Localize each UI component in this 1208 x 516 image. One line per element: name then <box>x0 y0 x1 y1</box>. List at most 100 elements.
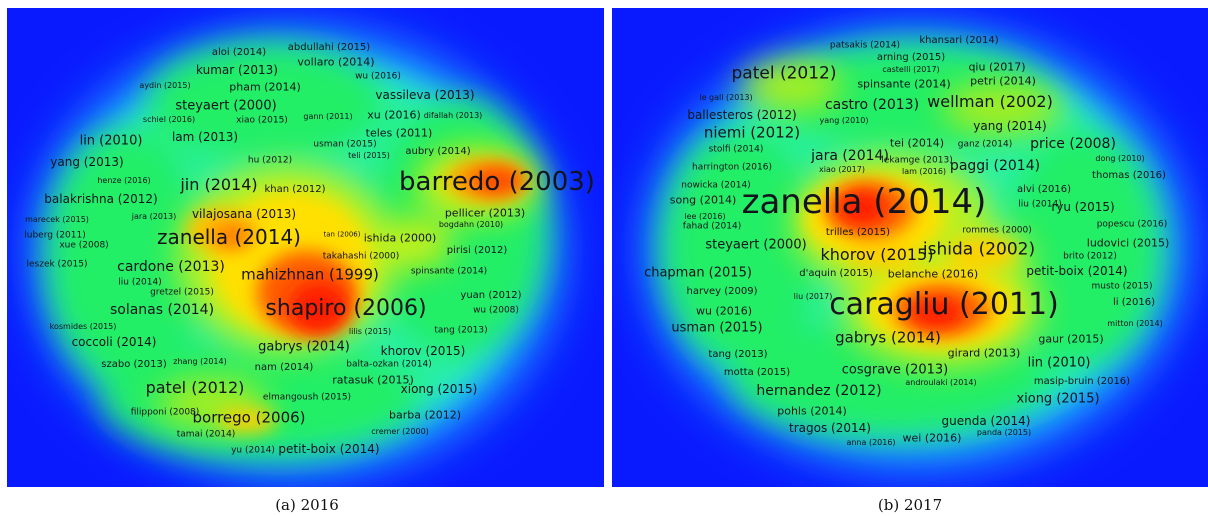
density-map-2016: abdullahi (2015) aloi (2014) vollaro (2014… <box>7 8 604 487</box>
term-label: usman (2015) <box>671 320 763 336</box>
term-label: xiong (2015) <box>1016 391 1100 407</box>
term-label: paggi (2014) <box>949 158 1041 174</box>
term-label: xu (2016) <box>367 108 421 122</box>
term-label: takahashi (2000) <box>322 251 400 262</box>
term-label: elmangoush (2015) <box>262 392 352 403</box>
term-label: rommes (2000) <box>962 225 1032 236</box>
term-label: mahizhnan (1999) <box>241 265 379 284</box>
term-label: thomas (2016) <box>1092 170 1166 181</box>
term-label: wu (2008) <box>473 305 519 316</box>
term-label: xiao (2017) <box>819 165 865 174</box>
term-label: khorov (2015) <box>820 245 934 264</box>
term-label: spinsante (2014) <box>410 266 488 277</box>
term-label: balakrishna (2012) <box>44 192 158 206</box>
term-label: vollaro (2014) <box>297 55 375 69</box>
term-label: pohls (2014) <box>777 404 847 418</box>
term-label: liu (2014) <box>1018 199 1062 210</box>
term-label: alvi (2016) <box>1016 184 1072 195</box>
term-label: khorov (2015) <box>380 344 466 358</box>
term-label: niemi (2012) <box>703 123 801 142</box>
term-label: caragliu (2011) <box>829 287 1059 322</box>
term-label: aydin (2015) <box>139 81 191 90</box>
term-label: jin (2014) <box>180 175 258 194</box>
term-label: lin (2010) <box>79 133 143 149</box>
term-label: dong (2010) <box>1095 154 1145 163</box>
term-label: balta-ozkan (2014) <box>346 359 432 370</box>
term-label: anna (2016) <box>846 438 896 447</box>
term-label: ballesteros (2012) <box>687 108 797 122</box>
term-label: ishida (2002) <box>922 239 1036 260</box>
term-label: panda (2015) <box>976 428 1032 437</box>
term-label: barredo (2003) <box>399 167 595 197</box>
term-label: kosmides (2015) <box>49 322 117 331</box>
term-label: gabrys (2014) <box>258 339 350 355</box>
term-label: harvey (2009) <box>686 286 758 297</box>
term-label: tang (2013) <box>708 349 768 360</box>
term-label: gretzel (2015) <box>150 287 214 298</box>
term-label: jara (2014) <box>811 148 889 164</box>
term-label: lam (2016) <box>901 167 947 176</box>
term-label: motta (2015) <box>723 367 791 378</box>
term-label: arning (2015) <box>876 52 946 63</box>
term-label: luberg (2011) <box>24 230 86 241</box>
term-label: hu (2012) <box>247 155 293 166</box>
term-label: abdullahi (2015) <box>287 42 371 53</box>
term-label: schiel (2016) <box>142 115 196 124</box>
term-label: liu (2017) <box>793 292 833 301</box>
term-label: yang (2010) <box>819 116 869 125</box>
term-label: fahad (2014) <box>682 221 742 232</box>
term-label: shapiro (2006) <box>265 296 427 321</box>
term-label: castro (2013) <box>824 97 920 113</box>
term-label: wu (2016) <box>695 304 753 318</box>
term-label: xiao (2015) <box>236 115 288 126</box>
term-label: teles (2011) <box>365 126 433 140</box>
term-label: d'aquin (2015) <box>799 268 873 279</box>
term-label: leszek (2015) <box>26 259 88 270</box>
term-label: lee (2016) <box>684 212 726 221</box>
term-label: vilajosana (2013) <box>191 207 297 221</box>
term-label: szabo (2013) <box>101 359 167 370</box>
term-label: aubry (2014) <box>405 146 471 157</box>
term-label: lin (2010) <box>1027 355 1091 371</box>
term-label: masip-bruin (2016) <box>1033 376 1131 387</box>
term-label: ishida (2000) <box>363 231 437 245</box>
term-label: zhang (2014) <box>173 357 227 366</box>
term-label: patsakis (2014) <box>829 40 901 51</box>
heatmap-background <box>612 8 1208 487</box>
term-label: gann (2011) <box>303 112 353 121</box>
term-label: lilis (2015) <box>348 327 392 336</box>
term-label: stolfi (2014) <box>708 144 764 155</box>
term-label: usman (2015) <box>313 139 377 150</box>
term-label: pellicer (2013) <box>444 206 526 220</box>
term-label: tang (2013) <box>434 325 488 336</box>
term-label: yu (2014) <box>231 445 275 456</box>
term-label: patel (2012) <box>145 378 245 397</box>
term-label: cosgrave (2013) <box>841 362 949 378</box>
term-label: chapman (2015) <box>644 265 752 281</box>
term-label: barba (2012) <box>388 408 462 422</box>
term-label: kumar (2013) <box>196 63 278 77</box>
term-label: song (2014) <box>669 193 737 207</box>
term-label: petit-boix (2014) <box>1026 264 1128 278</box>
term-label: musto (2015) <box>1091 281 1153 292</box>
term-label: bogdahn (2010) <box>438 220 504 229</box>
term-label: steyaert (2000) <box>705 237 807 253</box>
term-label: cremer (2000) <box>371 427 429 436</box>
term-label: zanella (2014) <box>741 182 987 222</box>
term-label: filipponi (2008) <box>130 407 200 418</box>
term-label: popescu (2016) <box>1096 219 1168 230</box>
term-label: henze (2016) <box>97 176 151 185</box>
density-map-2017: khansari (2014) patsakis (2014) arning (20… <box>612 8 1208 487</box>
term-label: spinsante (2014) <box>857 77 951 91</box>
term-label: trilles (2015) <box>825 227 891 238</box>
term-label: ganz (2014) <box>957 139 1013 150</box>
term-label: wellman (2002) <box>927 92 1053 111</box>
term-label: liu (2014) <box>118 277 162 288</box>
term-label: tan (2006) <box>323 230 361 239</box>
term-label: pirisi (2012) <box>446 245 508 256</box>
term-label: xiong (2015) <box>400 382 478 396</box>
term-label: tei (2014) <box>889 136 945 150</box>
term-label: qiu (2017) <box>968 60 1026 74</box>
term-label: gabrys (2014) <box>835 328 941 347</box>
term-label: androulaki (2014) <box>905 378 977 387</box>
